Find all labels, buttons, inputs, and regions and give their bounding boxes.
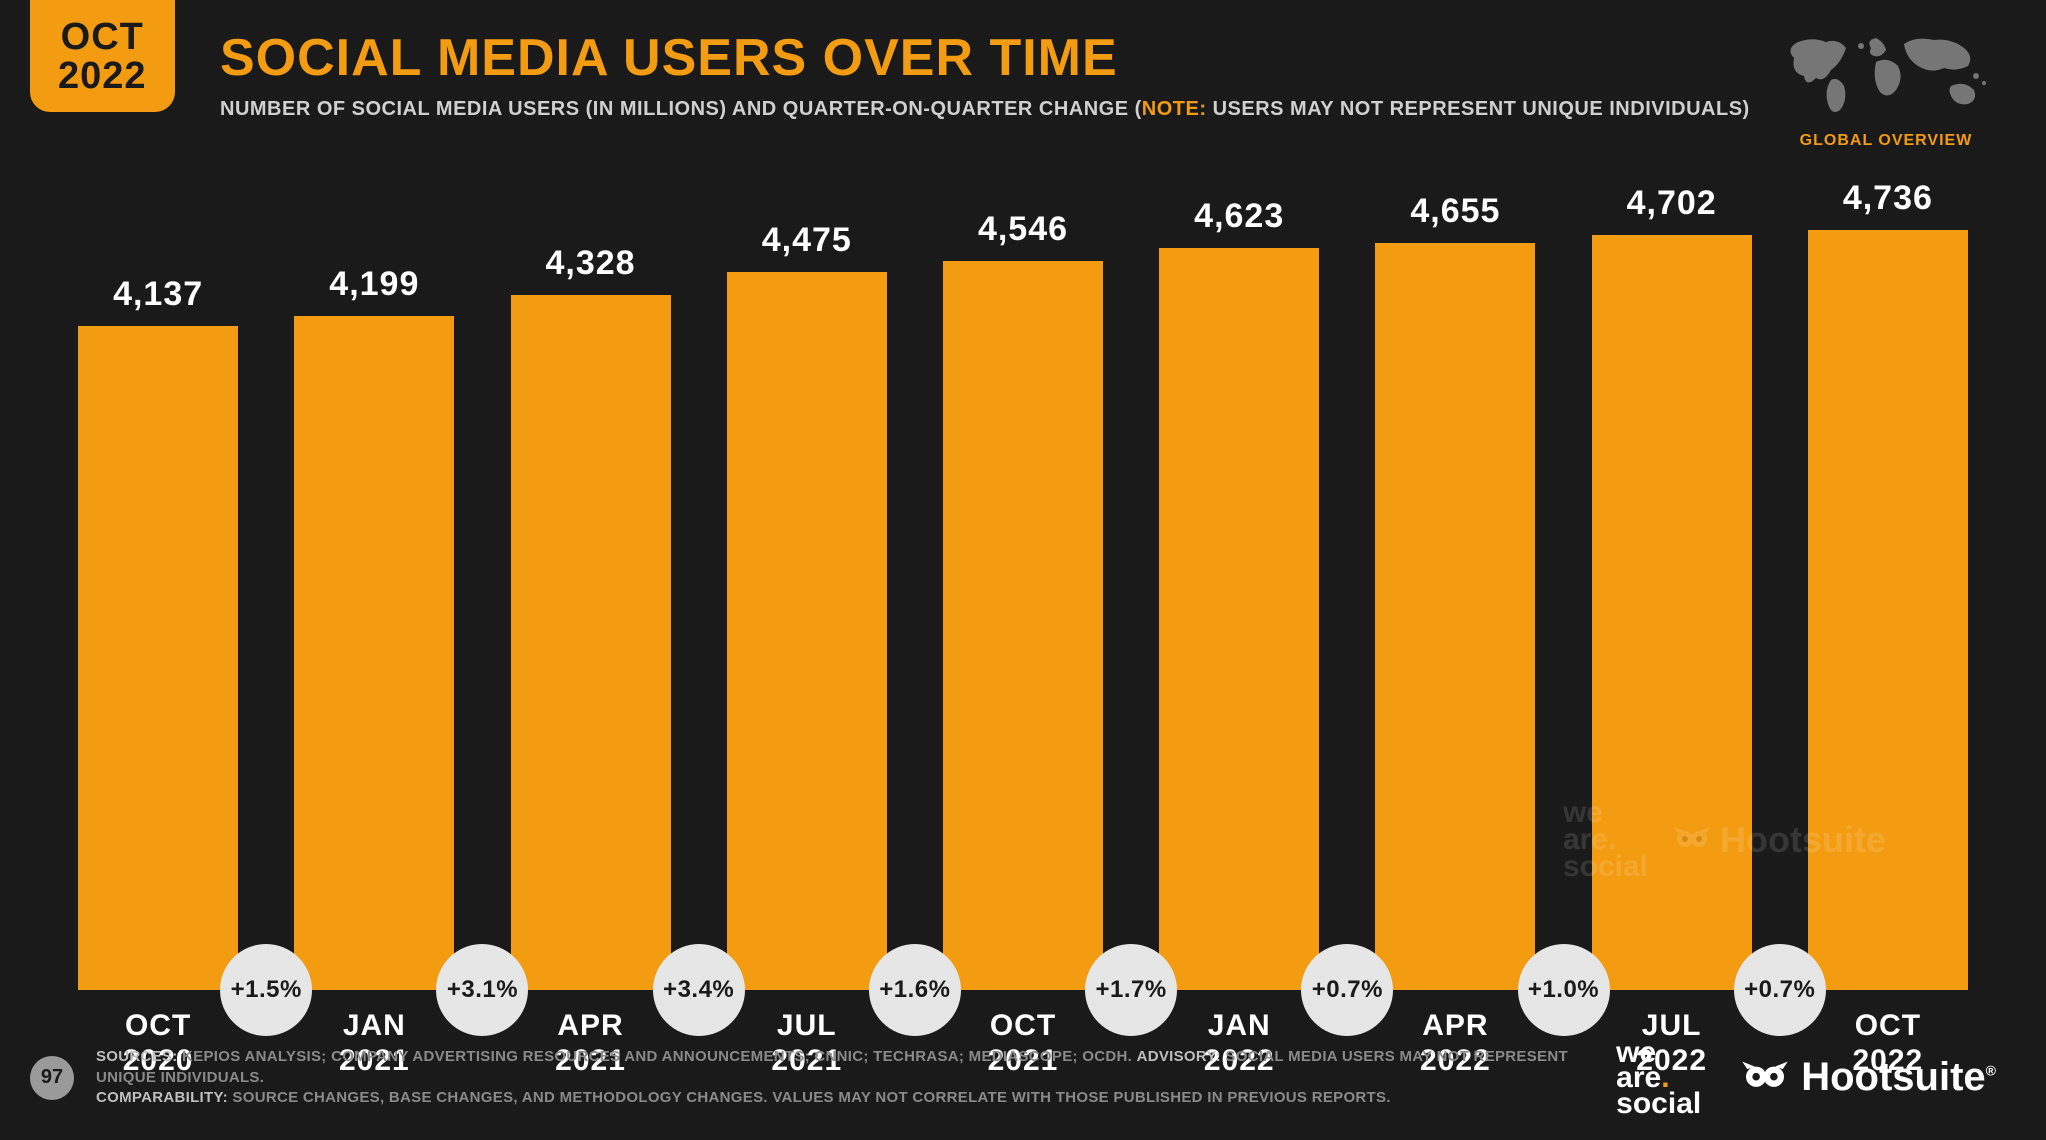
change-value: +1.5% bbox=[231, 976, 302, 1004]
bar bbox=[294, 316, 454, 990]
bar bbox=[727, 272, 887, 990]
bar bbox=[78, 326, 238, 990]
change-circle: +1.5% bbox=[220, 944, 312, 1036]
bar-slot: 4,328APR2021+3.4% bbox=[482, 160, 698, 990]
page-title: SOCIAL MEDIA USERS OVER TIME bbox=[220, 32, 1766, 84]
badge-month: OCT bbox=[58, 18, 147, 56]
owl-icon bbox=[1739, 1059, 1791, 1097]
bar-slot: 4,137OCT2020+1.5% bbox=[50, 160, 266, 990]
change-circle: +1.7% bbox=[1085, 944, 1177, 1036]
logo-wearesocial: weare.social bbox=[1616, 1040, 1701, 1117]
world-map: GLOBAL OVERVIEW bbox=[1776, 28, 1996, 150]
change-circle: +3.1% bbox=[436, 944, 528, 1036]
bar-slot: 4,199JAN2021+3.1% bbox=[266, 160, 482, 990]
bar-value: 4,137 bbox=[113, 275, 203, 314]
change-value: +0.7% bbox=[1744, 976, 1815, 1004]
change-circle: +0.7% bbox=[1301, 944, 1393, 1036]
world-map-label: GLOBAL OVERVIEW bbox=[1776, 132, 1996, 150]
bar bbox=[1159, 248, 1319, 990]
bar-value: 4,546 bbox=[978, 210, 1068, 249]
footer-logos: weare.social Hootsuite® bbox=[1616, 1040, 1996, 1117]
logo-hootsuite: Hootsuite® bbox=[1739, 1055, 1996, 1100]
bar-slot: 4,702JUL2022+0.7% bbox=[1564, 160, 1780, 990]
change-value: +1.7% bbox=[1095, 976, 1166, 1004]
bar bbox=[1808, 230, 1968, 990]
page-subtitle: NUMBER OF SOCIAL MEDIA USERS (IN MILLION… bbox=[220, 98, 1766, 121]
bar-value: 4,475 bbox=[762, 221, 852, 260]
change-circle: +3.4% bbox=[653, 944, 745, 1036]
subtitle-post: USERS MAY NOT REPRESENT UNIQUE INDIVIDUA… bbox=[1207, 98, 1750, 120]
bar-value: 4,623 bbox=[1194, 197, 1284, 236]
bar-value: 4,199 bbox=[329, 265, 419, 304]
bar-chart: 4,137OCT2020+1.5%4,199JAN2021+3.1%4,328A… bbox=[50, 160, 1996, 990]
bar bbox=[1592, 235, 1752, 990]
change-circle: +0.7% bbox=[1734, 944, 1826, 1036]
bar bbox=[1375, 243, 1535, 990]
bar-slot: 4,736OCT2022 bbox=[1780, 160, 1996, 990]
bar-slot: 4,475JUL2021+1.6% bbox=[699, 160, 915, 990]
world-map-icon bbox=[1776, 28, 1996, 123]
bar-value: 4,328 bbox=[546, 244, 636, 283]
date-badge: OCT 2022 bbox=[30, 0, 175, 112]
subtitle-note-label: NOTE: bbox=[1142, 98, 1207, 120]
bar-slot: 4,655APR2022+1.0% bbox=[1347, 160, 1563, 990]
bar-slot: 4,623JAN2022+0.7% bbox=[1131, 160, 1347, 990]
bar-value: 4,702 bbox=[1627, 184, 1717, 223]
bar-slot: 4,546OCT2021+1.7% bbox=[915, 160, 1131, 990]
badge-year: 2022 bbox=[58, 56, 147, 98]
change-circle: +1.0% bbox=[1518, 944, 1610, 1036]
footer: 97 SOURCES: KEPIOS ANALYSIS; COMPANY ADV… bbox=[30, 1040, 1996, 1117]
page-number: 97 bbox=[30, 1056, 74, 1100]
bar-value: 4,736 bbox=[1843, 179, 1933, 218]
change-circle: +1.6% bbox=[869, 944, 961, 1036]
change-value: +1.0% bbox=[1528, 976, 1599, 1004]
subtitle-pre: NUMBER OF SOCIAL MEDIA USERS (IN MILLION… bbox=[220, 98, 1142, 120]
change-value: +1.6% bbox=[879, 976, 950, 1004]
change-value: +0.7% bbox=[1312, 976, 1383, 1004]
bar bbox=[511, 295, 671, 990]
change-value: +3.4% bbox=[663, 976, 734, 1004]
bar-value: 4,655 bbox=[1410, 192, 1500, 231]
footnotes: SOURCES: KEPIOS ANALYSIS; COMPANY ADVERT… bbox=[96, 1047, 1594, 1108]
bar bbox=[943, 261, 1103, 991]
change-value: +3.1% bbox=[447, 976, 518, 1004]
header: SOCIAL MEDIA USERS OVER TIME NUMBER OF S… bbox=[220, 32, 1766, 121]
